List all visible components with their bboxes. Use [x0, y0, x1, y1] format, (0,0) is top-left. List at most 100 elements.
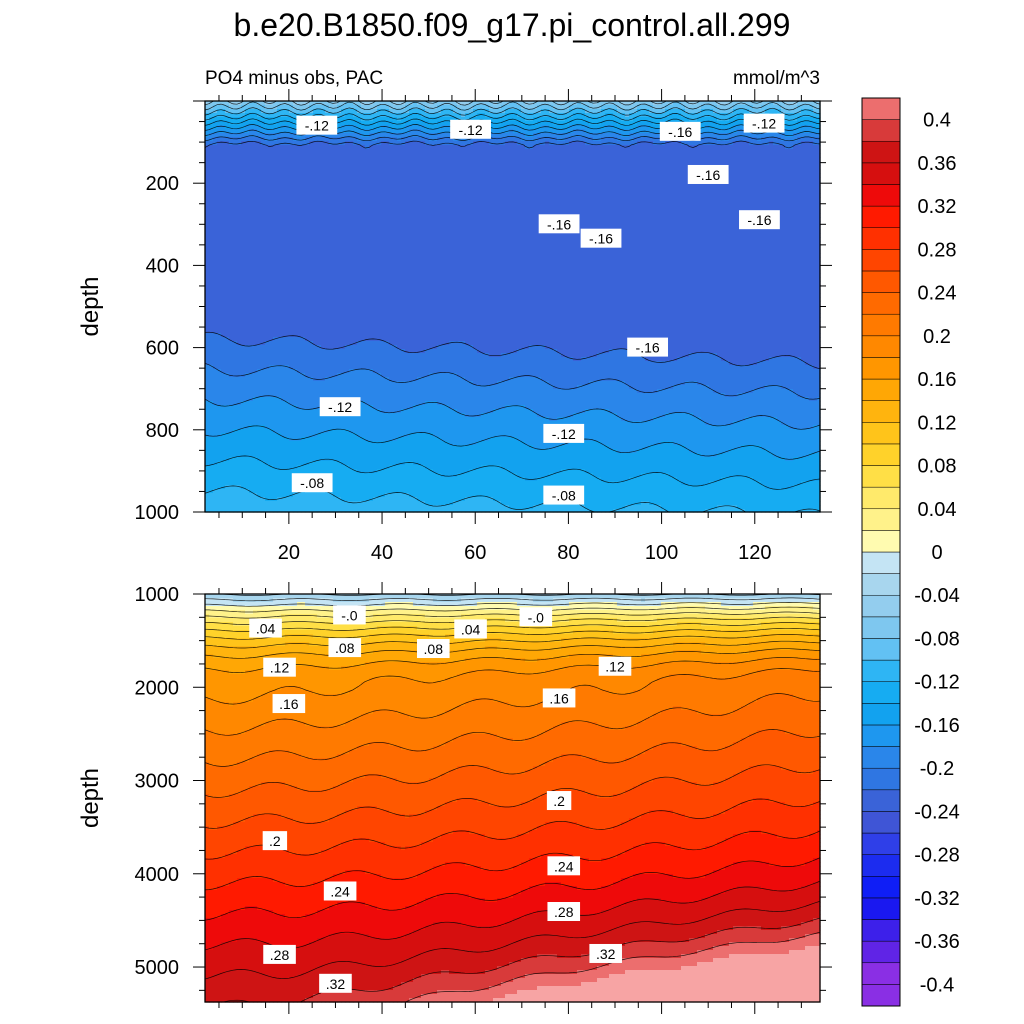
contour-label: -.16 — [539, 214, 580, 233]
colorbar-tick-label: -0.4 — [920, 974, 954, 996]
colorbar-swatch — [862, 855, 900, 877]
colorbar-swatch — [862, 141, 900, 163]
colorbar-swatch — [862, 617, 900, 639]
colorbar: 0.40.360.320.280.240.20.160.120.080.040-… — [862, 98, 960, 1006]
colorbar-swatch — [862, 401, 900, 423]
colorbar-swatch — [862, 638, 900, 660]
contour-label: .2 — [263, 831, 287, 850]
colorbar-tick-label: 0.04 — [918, 499, 957, 521]
colorbar-swatch — [862, 314, 900, 336]
colorbar-swatch — [862, 552, 900, 574]
x-tick-label: 120 — [738, 542, 771, 564]
contour-label: -.0 — [333, 605, 366, 624]
colorbar-swatch — [862, 790, 900, 812]
colorbar-swatch — [862, 530, 900, 552]
colorbar-tick-label: -0.32 — [914, 888, 960, 910]
colorbar-swatch — [862, 444, 900, 466]
colorbar-swatch — [862, 833, 900, 855]
y-tick-label: 1000 — [135, 502, 180, 524]
colorbar-swatch — [862, 941, 900, 963]
contour-label: -.12 — [320, 397, 361, 416]
colorbar-swatch — [862, 206, 900, 228]
contour-label: .08 — [328, 638, 361, 657]
contour-label: .28 — [263, 945, 296, 964]
colorbar-tick-label: 0.16 — [918, 369, 957, 391]
colorbar-tick-label: -0.2 — [920, 758, 954, 780]
colorbar-swatch — [862, 98, 900, 120]
y-axis-label: depth — [77, 276, 104, 336]
colorbar-tick-label: 0.36 — [918, 153, 957, 175]
colorbar-tick-label: 0.28 — [918, 239, 957, 261]
contour-label: .2 — [547, 791, 571, 810]
y-tick-label: 1000 — [135, 584, 180, 606]
colorbar-swatch — [862, 271, 900, 293]
colorbar-tick-label: -0.08 — [914, 628, 960, 650]
y-axis-label: depth — [77, 768, 104, 828]
chart-canvas: b.e20.B1850.f09_g17.pi_control.all.299 P… — [0, 0, 1024, 1024]
colorbar-swatch — [862, 682, 900, 704]
colorbar-swatch — [862, 898, 900, 920]
colorbar-swatch — [862, 660, 900, 682]
colorbar-tick-label: -0.04 — [914, 585, 960, 607]
contour-label: .04 — [454, 619, 487, 638]
colorbar-tick-label: -0.28 — [914, 845, 960, 867]
colorbar-tick-label: 0.12 — [918, 412, 957, 434]
contour-label: -.12 — [450, 120, 491, 139]
colorbar-swatch — [862, 249, 900, 271]
contour-label: -.08 — [292, 473, 333, 492]
contour-label: .08 — [417, 639, 450, 658]
contour-label: -.12 — [296, 116, 337, 135]
contour-label: -.12 — [744, 114, 785, 133]
colorbar-tick-label: -0.36 — [914, 931, 960, 953]
colorbar-swatch — [862, 595, 900, 617]
colorbar-swatch — [862, 120, 900, 142]
colorbar-swatch — [862, 703, 900, 725]
colorbar-swatch — [862, 963, 900, 985]
x-tick-label: 20 — [278, 542, 300, 564]
colorbar-swatch — [862, 293, 900, 315]
contour-label: -.08 — [543, 486, 584, 505]
contour-label: .28 — [547, 902, 580, 921]
upper-panel-subtitle: PO4 minus obs, PAC — [205, 68, 383, 89]
colorbar-swatch — [862, 725, 900, 747]
colorbar-tick-label: 0.4 — [923, 110, 951, 132]
y-tick-label: 600 — [146, 338, 179, 360]
colorbar-tick-label: 0.08 — [918, 456, 957, 478]
y-tick-label: 800 — [146, 420, 179, 442]
contour-label: .24 — [547, 856, 580, 875]
colorbar-tick-label: 0 — [931, 542, 942, 564]
chart-title: b.e20.B1850.f09_g17.pi_control.all.299 — [234, 7, 791, 43]
y-tick-label: 5000 — [135, 957, 180, 979]
contour-label: -.0 — [519, 607, 552, 626]
colorbar-swatch — [862, 466, 900, 488]
colorbar-tick-label: 0.24 — [918, 283, 957, 305]
colorbar-swatch — [862, 747, 900, 769]
colorbar-tick-label: -0.24 — [914, 801, 960, 823]
color-field — [205, 594, 821, 1003]
x-tick-label: 100 — [645, 542, 678, 564]
colorbar-swatch — [862, 574, 900, 596]
y-tick-label: 2000 — [135, 677, 180, 699]
colorbar-tick-label: -0.12 — [914, 672, 960, 694]
contour-label: -.16 — [581, 229, 622, 248]
colorbar-tick-label: 0.32 — [918, 196, 957, 218]
contour-label: .16 — [543, 688, 576, 707]
y-tick-label: 400 — [146, 255, 179, 277]
contour-label: .12 — [263, 658, 296, 677]
contour-label: -.16 — [739, 210, 780, 229]
contour-label: .24 — [324, 881, 357, 900]
colorbar-swatch — [862, 379, 900, 401]
contour-label: .32 — [319, 974, 352, 993]
contour-label: -.16 — [627, 338, 668, 357]
contour-label: .32 — [589, 944, 622, 963]
upper-panel-units: mmol/m^3 — [733, 68, 820, 89]
x-tick-label: 40 — [371, 542, 393, 564]
contour-label: .16 — [273, 694, 306, 713]
contour-label: -.16 — [660, 122, 701, 141]
colorbar-swatch — [862, 509, 900, 531]
contour-label: -.12 — [543, 424, 584, 443]
colorbar-swatch — [862, 357, 900, 379]
colorbar-swatch — [862, 768, 900, 790]
x-tick-label: 60 — [464, 542, 486, 564]
